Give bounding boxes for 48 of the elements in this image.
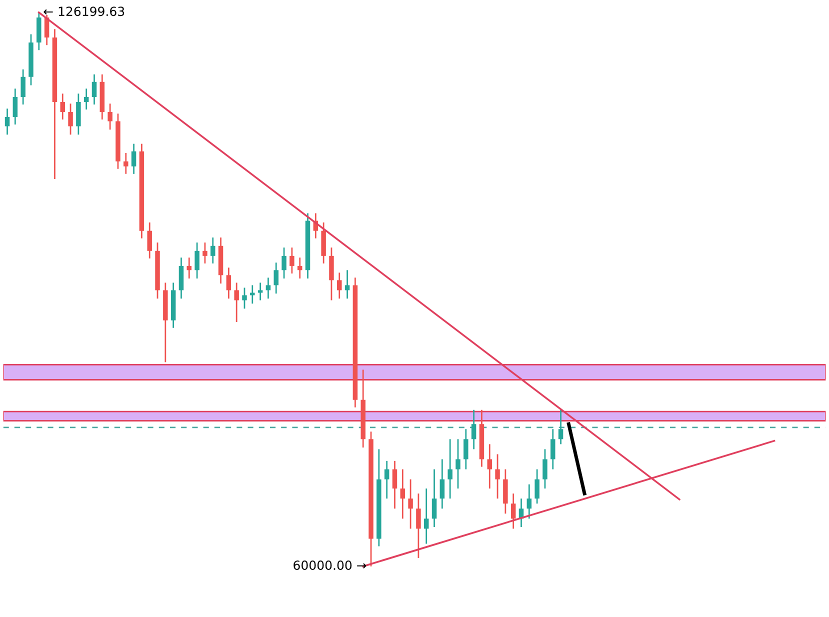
candlestick xyxy=(344,269,350,300)
candlestick xyxy=(400,468,406,520)
candlestick xyxy=(558,409,564,445)
candlestick xyxy=(186,256,192,280)
candlestick xyxy=(68,102,73,136)
candlestick xyxy=(464,428,468,470)
candlestick xyxy=(258,282,263,301)
candlestick xyxy=(471,409,476,450)
candlestick xyxy=(147,222,152,260)
candlestick xyxy=(337,272,342,300)
candlestick xyxy=(550,428,556,470)
annotation: ← 126199.63 xyxy=(44,6,124,16)
candlestick xyxy=(274,262,278,294)
candlestick xyxy=(20,68,26,106)
candlestick xyxy=(4,108,10,136)
candlestick xyxy=(84,88,89,110)
candlestick xyxy=(92,74,97,106)
candlestick xyxy=(131,143,136,175)
candlestick xyxy=(108,102,112,130)
candlestick xyxy=(250,284,255,304)
candlestick xyxy=(12,88,18,126)
candlestick xyxy=(416,492,421,559)
candlestick xyxy=(392,460,398,510)
candlestick xyxy=(448,438,452,500)
candlestick xyxy=(408,478,413,530)
candlestick xyxy=(290,246,294,274)
candlestick xyxy=(526,484,532,520)
candlestick xyxy=(487,443,492,490)
candlestick xyxy=(424,488,429,544)
candlestick xyxy=(266,276,271,300)
candlestick xyxy=(60,92,65,120)
candlestick xyxy=(194,242,200,280)
candlestick xyxy=(242,287,247,310)
candlestick xyxy=(297,256,302,280)
candlestick xyxy=(495,454,500,500)
candlestick xyxy=(210,236,216,264)
candlestick xyxy=(234,282,239,323)
candlestick xyxy=(124,152,128,175)
candlestick xyxy=(226,266,232,300)
candlestick xyxy=(432,468,437,528)
candlestick xyxy=(456,438,460,490)
candlestick xyxy=(542,448,548,490)
candlestick xyxy=(384,460,390,500)
candlestick xyxy=(534,468,540,504)
candlestick xyxy=(440,458,445,510)
candlestick xyxy=(282,246,286,280)
candlestick xyxy=(202,242,208,264)
candlestick xyxy=(510,492,516,530)
